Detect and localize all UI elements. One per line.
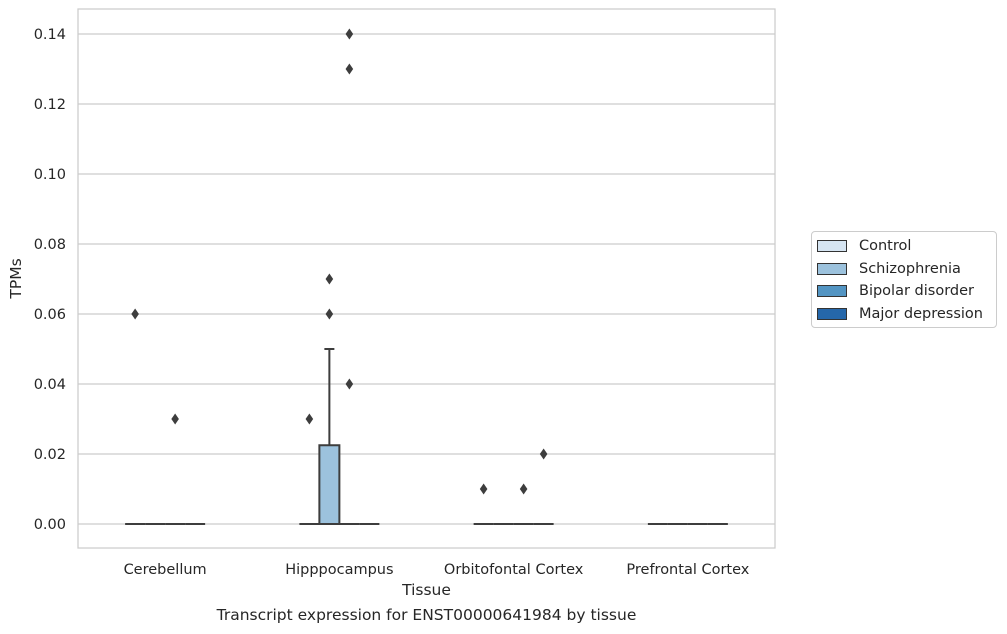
boxes: [125, 28, 728, 525]
box-2-1: [339, 28, 360, 525]
gridlines: [78, 33, 775, 525]
x-tick-label: Cerebellum: [124, 562, 207, 578]
box-body: [318, 444, 341, 525]
y-axis-label: TPMs: [7, 258, 25, 299]
y-tick-label: 0.14: [34, 27, 66, 43]
y-tick-label: 0.04: [34, 377, 66, 393]
x-tick-label: Prefrontal Cortex: [626, 562, 749, 578]
legend-item: Schizophrenia: [812, 258, 996, 281]
y-tick-label: 0.08: [34, 237, 66, 253]
box-1-1: [318, 273, 341, 525]
box-0-2: [473, 483, 494, 525]
legend-swatch: [817, 285, 847, 298]
outlier-point: [305, 413, 314, 425]
y-tick-label: 0.10: [34, 167, 66, 183]
y-tick-label: 0.00: [34, 517, 66, 533]
legend-label: Schizophrenia: [859, 260, 961, 277]
box-3-2: [533, 448, 554, 525]
x-tick-label: Orbitofontal Cortex: [444, 562, 584, 578]
legend-label: Bipolar disorder: [859, 283, 974, 300]
outlier-point: [325, 308, 334, 320]
legend-label: Control: [859, 238, 912, 255]
outlier-point: [345, 28, 354, 40]
outlier-point: [539, 448, 548, 460]
legend-swatch: [817, 240, 847, 253]
box-0-1: [299, 413, 320, 525]
y-tick-label: 0.02: [34, 447, 66, 463]
box-2-2: [513, 483, 534, 525]
x-axis-label: Tissue: [401, 581, 451, 599]
outlier-point: [479, 483, 488, 495]
x-tick-label: Hipppocampus: [285, 562, 393, 578]
legend-item: Bipolar disorder: [812, 280, 996, 303]
legend-swatch: [817, 307, 847, 320]
box-0-0: [125, 308, 146, 525]
y-tick-label: 0.06: [34, 307, 66, 323]
legend: Control Schizophrenia Bipolar disorder Majo…: [811, 231, 997, 328]
chart-caption: Transcript expression for ENST0000064198…: [216, 606, 637, 624]
legend-item: Major depression: [812, 303, 996, 326]
outlier-point: [131, 308, 139, 320]
plot-frame: [77, 8, 776, 549]
y-tick-label: 0.12: [34, 97, 66, 113]
outlier-point: [345, 378, 354, 390]
outlier-point: [519, 483, 528, 495]
legend-item: Control: [812, 235, 996, 258]
legend-label: Major depression: [859, 305, 983, 322]
outlier-point: [345, 63, 354, 75]
outlier-point: [325, 273, 334, 285]
y-tick-labels: 0.00 0.02 0.04 0.06 0.08 0.10 0.12 0.14: [34, 27, 66, 533]
box-2-0: [165, 413, 186, 525]
x-tick-labels: Cerebellum Hipppocampus Orbitofontal Corte…: [124, 562, 750, 578]
outlier-point: [171, 413, 179, 425]
legend-swatch: [817, 262, 847, 275]
